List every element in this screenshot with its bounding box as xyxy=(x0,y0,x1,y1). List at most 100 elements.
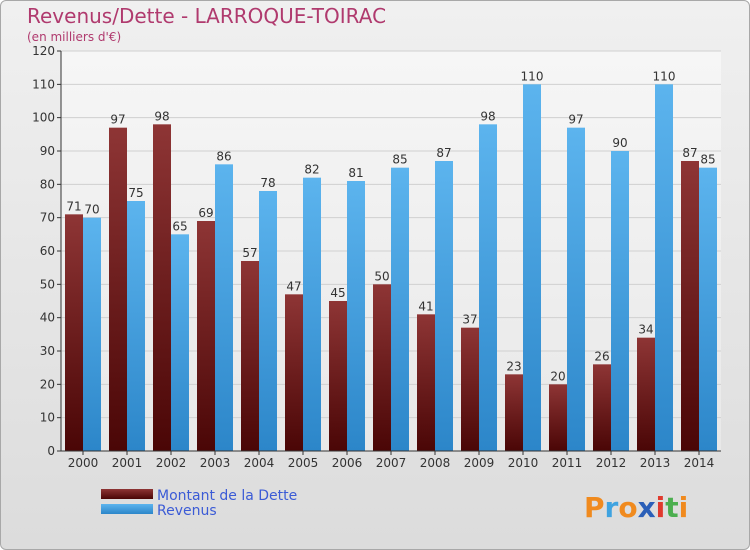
y-tick-label: 40 xyxy=(40,311,55,325)
data-label-revenus-2007: 85 xyxy=(392,153,407,167)
data-label-dette-2007: 50 xyxy=(374,269,389,283)
bar-dette-2014 xyxy=(681,161,699,451)
data-label-dette-2010: 23 xyxy=(506,359,521,373)
x-tick-label-2003: 2003 xyxy=(200,456,231,470)
x-tick-label-2000: 2000 xyxy=(68,456,99,470)
y-tick-label: 90 xyxy=(40,144,55,158)
bar-dette-2008 xyxy=(417,314,435,451)
x-tick-label-2009: 2009 xyxy=(464,456,495,470)
y-tick-label: 10 xyxy=(40,411,55,425)
logo-letter: x xyxy=(638,491,656,524)
data-label-dette-2004: 57 xyxy=(242,246,257,260)
y-tick-label: 110 xyxy=(32,77,55,91)
data-label-revenus-2008: 87 xyxy=(436,146,451,160)
data-label-revenus-2000: 70 xyxy=(84,203,99,217)
bar-dette-2005 xyxy=(285,294,303,451)
axes: 0 10 20 30 40 50 60 70 80 90 100 110 120 2000 2001 2002… xyxy=(32,44,721,470)
bar-revenus-2009 xyxy=(479,124,497,451)
data-label-dette-2009: 37 xyxy=(462,313,477,327)
data-label-dette-2013: 34 xyxy=(638,323,653,337)
bar-revenus-2003 xyxy=(215,164,233,452)
legend-label-revenus: Revenus xyxy=(157,503,217,519)
x-tick-label-2006: 2006 xyxy=(332,456,363,470)
y-tick-label: 30 xyxy=(40,344,55,358)
x-tick-label-2007: 2007 xyxy=(376,456,407,470)
data-label-revenus-2005: 82 xyxy=(304,163,319,177)
logo-letter: i xyxy=(679,491,689,524)
data-label-revenus-2010: 110 xyxy=(521,69,544,83)
bar-revenus-2005 xyxy=(303,177,321,451)
x-tick-label-2010: 2010 xyxy=(508,456,539,470)
data-label-revenus-2006: 81 xyxy=(348,166,363,180)
data-label-revenus-2009: 98 xyxy=(480,109,495,123)
data-label-dette-2005: 47 xyxy=(286,279,301,293)
data-labels: 71 70 97 75 98 65 69 86 57 78 47 82 45 81 50 85 41 87 37 98… xyxy=(66,69,715,383)
x-tick-label-2012: 2012 xyxy=(596,456,627,470)
y-tick-label: 80 xyxy=(40,177,55,191)
bar-dette-2010 xyxy=(505,374,523,451)
bar-revenus-2001 xyxy=(127,201,145,451)
bar-dette-2003 xyxy=(197,221,215,451)
data-label-dette-2012: 26 xyxy=(594,349,609,363)
bar-dette-2004 xyxy=(241,261,259,451)
legend-swatch-debt xyxy=(101,489,153,499)
bar-dette-2013 xyxy=(637,337,655,451)
y-tick-label: 70 xyxy=(40,211,55,225)
bar-dette-2000 xyxy=(65,214,83,451)
data-label-dette-2001: 97 xyxy=(110,113,125,127)
logo-letter: t xyxy=(665,491,678,524)
data-label-revenus-2002: 65 xyxy=(172,219,187,233)
logo-letter: r xyxy=(605,491,619,524)
y-tick-label: 20 xyxy=(40,377,55,391)
chart-subtitle: (en milliers d'€) xyxy=(27,30,121,44)
data-label-dette-2002: 98 xyxy=(154,109,169,123)
chart-title: Revenus/Dette - LARROQUE-TOIRAC xyxy=(27,4,386,28)
x-tick-label-2002: 2002 xyxy=(156,456,187,470)
legend: Montant de la Dette Revenus xyxy=(101,488,297,519)
bar-revenus-2011 xyxy=(567,127,585,452)
bar-dette-2001 xyxy=(109,127,127,452)
bars xyxy=(65,84,717,452)
bar-dette-2002 xyxy=(153,124,171,451)
logo-letter: o xyxy=(618,491,637,524)
legend-swatch-revenus xyxy=(101,504,153,514)
bar-dette-2007 xyxy=(373,284,391,451)
data-label-dette-2006: 45 xyxy=(330,286,345,300)
data-label-dette-2014: 87 xyxy=(682,146,697,160)
bar-dette-2006 xyxy=(329,301,347,451)
data-label-revenus-2013: 110 xyxy=(653,69,676,83)
x-tick-label-2001: 2001 xyxy=(112,456,143,470)
bar-revenus-2012 xyxy=(611,151,629,451)
bar-revenus-2002 xyxy=(171,234,189,451)
bar-revenus-2014 xyxy=(699,167,717,451)
data-label-revenus-2003: 86 xyxy=(216,149,231,163)
y-tick-label: 120 xyxy=(32,44,55,58)
x-tick-label-2008: 2008 xyxy=(420,456,451,470)
y-tick-label: 0 xyxy=(47,444,55,458)
bar-dette-2012 xyxy=(593,364,611,451)
proxiti-logo: Proxiti xyxy=(584,491,688,524)
data-label-revenus-2012: 90 xyxy=(612,136,627,150)
bar-dette-2011 xyxy=(549,384,567,451)
bar-revenus-2000 xyxy=(83,217,101,451)
data-label-revenus-2001: 75 xyxy=(128,186,143,200)
logo-letter: P xyxy=(584,491,605,524)
bar-revenus-2007 xyxy=(391,167,409,451)
bar-revenus-2008 xyxy=(435,161,453,451)
data-label-revenus-2004: 78 xyxy=(260,176,275,190)
x-tick-label-2013: 2013 xyxy=(640,456,671,470)
bar-dette-2009 xyxy=(461,327,479,451)
data-label-dette-2000: 71 xyxy=(66,199,81,213)
y-tick-label: 50 xyxy=(40,277,55,291)
data-label-dette-2003: 69 xyxy=(198,206,213,220)
x-tick-label-2005: 2005 xyxy=(288,456,319,470)
data-label-dette-2008: 41 xyxy=(418,299,433,313)
bar-revenus-2004 xyxy=(259,191,277,451)
legend-label-debt: Montant de la Dette xyxy=(157,488,297,504)
bar-revenus-2006 xyxy=(347,181,365,451)
x-tick-label-2004: 2004 xyxy=(244,456,275,470)
y-tick-label: 60 xyxy=(40,244,55,258)
data-label-revenus-2014: 85 xyxy=(700,153,715,167)
